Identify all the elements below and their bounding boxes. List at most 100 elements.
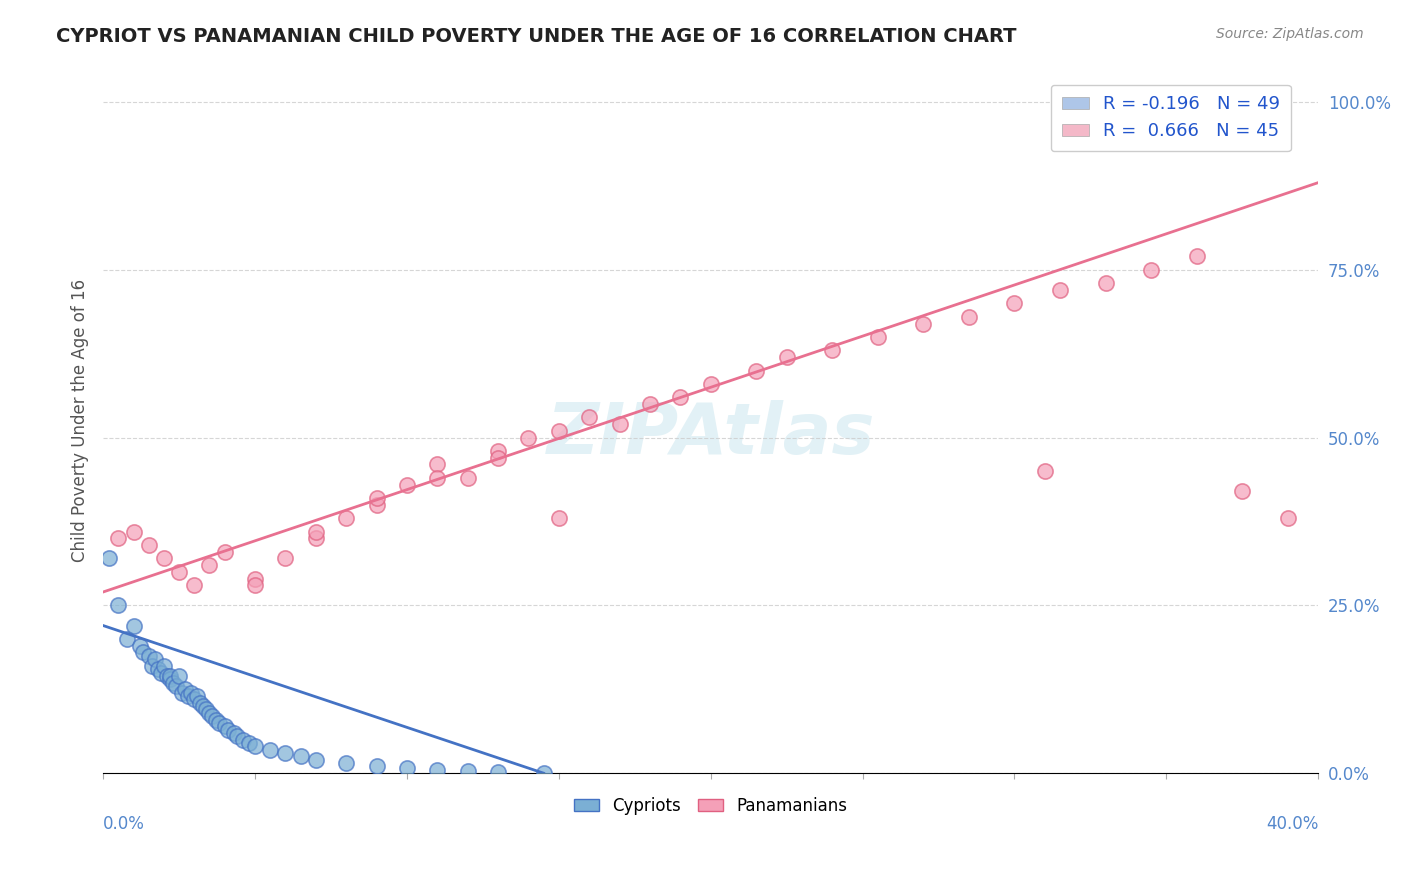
Point <box>225 729 247 743</box>
Point <box>122 618 145 632</box>
Point <box>486 450 509 465</box>
Point <box>486 444 509 458</box>
Point <box>366 491 388 505</box>
Point <box>1094 277 1116 291</box>
Point <box>426 471 449 485</box>
Point <box>957 310 980 324</box>
Point <box>214 719 236 733</box>
Text: ZIPAtlas: ZIPAtlas <box>547 401 875 469</box>
Point <box>156 669 179 683</box>
Point <box>821 343 844 358</box>
Point <box>165 679 187 693</box>
Point <box>912 317 935 331</box>
Point <box>243 739 266 754</box>
Point <box>138 538 160 552</box>
Point <box>232 732 254 747</box>
Point <box>201 709 224 723</box>
Point <box>669 390 692 404</box>
Point <box>1232 484 1254 499</box>
Point <box>149 665 172 680</box>
Point <box>290 749 312 764</box>
Point <box>174 682 197 697</box>
Point <box>222 726 245 740</box>
Point <box>188 696 211 710</box>
Point <box>162 675 184 690</box>
Point <box>107 531 129 545</box>
Point <box>186 689 208 703</box>
Point <box>141 658 163 673</box>
Legend: R = -0.196   N = 49, R =  0.666   N = 45: R = -0.196 N = 49, R = 0.666 N = 45 <box>1050 85 1291 152</box>
Point <box>775 350 797 364</box>
Point <box>195 702 218 716</box>
Point <box>214 545 236 559</box>
Point <box>172 686 194 700</box>
Point <box>533 765 555 780</box>
Point <box>153 658 176 673</box>
Point <box>305 753 328 767</box>
Point <box>146 662 169 676</box>
Point <box>177 689 200 703</box>
Point <box>426 763 449 777</box>
Point <box>366 498 388 512</box>
Point <box>366 759 388 773</box>
Text: Source: ZipAtlas.com: Source: ZipAtlas.com <box>1216 27 1364 41</box>
Point <box>457 471 479 485</box>
Point <box>167 669 190 683</box>
Point <box>159 672 181 686</box>
Point <box>578 410 600 425</box>
Point <box>426 458 449 472</box>
Point <box>180 686 202 700</box>
Point <box>457 764 479 779</box>
Point <box>153 551 176 566</box>
Point <box>167 565 190 579</box>
Point <box>198 706 221 720</box>
Point <box>517 431 540 445</box>
Point <box>1185 249 1208 263</box>
Point <box>547 424 569 438</box>
Point <box>143 652 166 666</box>
Point <box>243 572 266 586</box>
Point <box>243 578 266 592</box>
Point <box>395 477 418 491</box>
Text: CYPRIOT VS PANAMANIAN CHILD POVERTY UNDER THE AGE OF 16 CORRELATION CHART: CYPRIOT VS PANAMANIAN CHILD POVERTY UNDE… <box>56 27 1017 45</box>
Point <box>259 742 281 756</box>
Point <box>274 551 297 566</box>
Point <box>305 531 328 545</box>
Point <box>98 551 121 566</box>
Point <box>183 692 205 706</box>
Point <box>638 397 661 411</box>
Point <box>274 746 297 760</box>
Point <box>138 648 160 663</box>
Point <box>1277 511 1299 525</box>
Point <box>1216 136 1239 150</box>
Point <box>1033 464 1056 478</box>
Point <box>198 558 221 573</box>
Point <box>609 417 631 432</box>
Text: 40.0%: 40.0% <box>1265 815 1319 833</box>
Point <box>305 524 328 539</box>
Point <box>745 363 768 377</box>
Point <box>193 699 215 714</box>
Point <box>547 511 569 525</box>
Point <box>204 713 226 727</box>
Y-axis label: Child Poverty Under the Age of 16: Child Poverty Under the Age of 16 <box>72 279 89 563</box>
Text: 0.0%: 0.0% <box>103 815 145 833</box>
Point <box>183 578 205 592</box>
Point <box>128 639 150 653</box>
Point <box>131 645 153 659</box>
Point <box>238 736 260 750</box>
Point <box>1049 283 1071 297</box>
Point <box>122 524 145 539</box>
Point <box>1004 296 1026 310</box>
Point <box>335 756 357 771</box>
Point <box>486 764 509 779</box>
Point <box>866 330 889 344</box>
Point <box>107 599 129 613</box>
Point <box>699 376 721 391</box>
Point <box>395 761 418 775</box>
Point <box>117 632 139 646</box>
Point <box>207 715 229 730</box>
Point <box>217 723 239 737</box>
Point <box>335 511 357 525</box>
Point <box>1140 263 1163 277</box>
